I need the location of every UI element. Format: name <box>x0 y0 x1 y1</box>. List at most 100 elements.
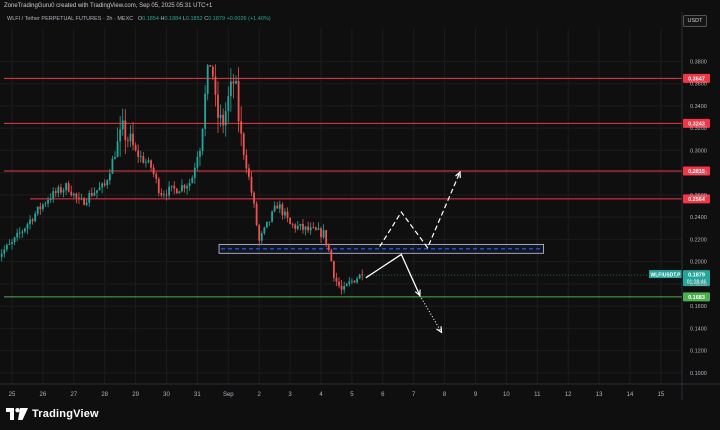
candle-body <box>304 226 307 230</box>
candle-body <box>39 206 42 210</box>
candle-body <box>173 185 176 189</box>
currency-badge[interactable]: USDT <box>683 15 707 27</box>
y-tick-label: 0.2000 <box>690 260 707 266</box>
x-tick-label: 15 <box>658 392 665 398</box>
candle-body <box>52 191 55 199</box>
candle-body <box>320 228 322 238</box>
low-value: 0.1852 <box>185 16 203 22</box>
candle-body <box>23 228 26 232</box>
candle-body <box>170 185 173 187</box>
y-tick-label: 0.1600 <box>690 304 707 310</box>
candle-body <box>11 242 13 244</box>
candle-body <box>44 203 47 205</box>
countdown-timer: 01:28:46 <box>687 280 707 286</box>
candle-body <box>258 225 261 241</box>
candle-body <box>85 202 88 205</box>
candle-body <box>65 183 67 191</box>
candle-body <box>80 198 83 200</box>
resistance-level-label: 0.2815 <box>688 169 705 175</box>
candle-body <box>284 211 286 216</box>
tradingview-logo[interactable]: TradingView <box>6 408 99 420</box>
candle-body <box>294 224 297 229</box>
candles <box>0 63 364 295</box>
x-tick-label: 13 <box>596 392 603 398</box>
candle-body <box>144 162 147 164</box>
candle-body <box>219 114 222 118</box>
x-tick-label: 6 <box>381 392 385 398</box>
candle-body <box>281 204 284 216</box>
x-tick-label: 4 <box>319 392 323 398</box>
y-tick-label: 0.3800 <box>690 59 707 65</box>
x-tick-label: 7 <box>412 392 416 398</box>
candle-body <box>3 249 6 254</box>
candle-body <box>163 194 165 196</box>
candle-body <box>119 129 122 142</box>
candle-body <box>227 96 230 112</box>
candle-body <box>314 227 317 230</box>
candle-body <box>147 160 150 163</box>
candle-body <box>98 187 101 191</box>
low-label: L <box>182 16 186 22</box>
candle-body <box>101 183 104 188</box>
y-tick-label: 0.3200 <box>690 126 707 132</box>
x-tick-label: 26 <box>40 392 47 398</box>
y-tick-label: 0.1400 <box>690 326 707 332</box>
last-price-symbol-badge <box>649 270 682 279</box>
high-label: H <box>160 16 165 22</box>
candle-body <box>175 188 178 194</box>
candle-body <box>273 205 276 212</box>
candle-body <box>317 228 320 230</box>
candle-body <box>271 211 273 222</box>
x-tick-label: 28 <box>101 392 108 398</box>
supply-demand-zone <box>218 243 544 254</box>
candle-body <box>358 274 361 279</box>
candle-body <box>242 133 245 155</box>
candle-body <box>266 221 268 228</box>
candle-body <box>16 232 19 238</box>
candle-body <box>121 120 124 130</box>
chart-header: ZoneTradingGuru0 created with TradingVie… <box>4 3 213 9</box>
close-label: C <box>204 16 209 22</box>
candle-body <box>165 194 168 196</box>
candle-body <box>350 280 353 282</box>
candle-body <box>204 93 207 129</box>
candle-body <box>57 187 60 193</box>
projection-solid-arrowhead <box>414 289 421 297</box>
open-value: 0.1854 <box>142 16 159 22</box>
x-tick-label: 8 <box>443 392 447 398</box>
x-tick-label: 10 <box>503 392 510 398</box>
x-tick-label: 12 <box>565 392 572 398</box>
candle-body <box>188 183 191 187</box>
candle-body <box>111 158 114 174</box>
candle-body <box>31 219 34 222</box>
candle-body <box>72 193 75 196</box>
grid <box>0 28 682 384</box>
symbol-legend[interactable]: WLFI / Tether PERPETUAL FUTURES · 2h · M… <box>7 16 271 22</box>
candle-body <box>276 205 279 209</box>
candle-body <box>299 224 302 226</box>
x-tick-label: 5 <box>350 392 354 398</box>
candle-body <box>103 183 106 186</box>
projection-dashed-path <box>379 171 461 249</box>
price-chart[interactable]: 0.3647 0.3243 0.2815 0.2564 0.1683 WLFIUSDT.P… <box>0 0 720 400</box>
y-tick-label: 0.2600 <box>690 193 707 199</box>
candle-body <box>224 111 227 126</box>
footer <box>0 400 720 430</box>
candle-body <box>178 191 181 194</box>
tradingview-logo-text: TradingView <box>32 408 99 420</box>
candle-body <box>247 168 250 177</box>
candle-body <box>307 226 310 231</box>
candle-body <box>0 253 3 257</box>
y-tick-label: 0.2800 <box>690 171 707 177</box>
x-tick-label: 3 <box>288 392 292 398</box>
symbol-name[interactable]: WLFI / Tether PERPETUAL FUTURES · 2h · M… <box>7 16 134 22</box>
candle-body <box>126 140 129 142</box>
x-tick-label: Sep <box>223 392 234 398</box>
candle-body <box>340 285 343 290</box>
candle-body <box>193 167 196 178</box>
candle-body <box>232 81 235 84</box>
candle-body <box>26 224 29 229</box>
candle-body <box>268 221 271 223</box>
candle-body <box>34 213 37 222</box>
candle-body <box>309 227 312 231</box>
